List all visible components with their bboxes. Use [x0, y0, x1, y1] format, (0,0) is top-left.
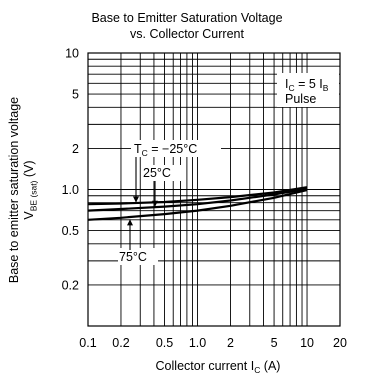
annotation-tc-25: TC = −25°C: [134, 142, 197, 158]
plot-frame: [87, 52, 341, 327]
series-line-1: [87, 187, 308, 212]
y-tick-label: 1.0: [62, 183, 79, 197]
series-line-0: [87, 186, 308, 206]
y-tick-label: 10: [65, 47, 79, 61]
series-line-2: [87, 189, 308, 221]
y-tick-label: 2: [72, 142, 79, 156]
arrow-minus25-head: [133, 196, 139, 203]
condition-box: [277, 73, 339, 107]
y-tick-label: 0.2: [62, 278, 79, 292]
x-tick-label: 20: [333, 336, 347, 350]
x-tick-label: 10: [300, 336, 314, 350]
x-tick-label: 0.5: [156, 336, 173, 350]
y-tick-label: 0.5: [62, 224, 79, 238]
annotation-box: [118, 248, 158, 265]
annotation-75c: 75°C: [119, 250, 147, 264]
x-tick-label: 2: [227, 336, 234, 350]
arrow-75-head: [127, 219, 133, 226]
arrow-25-head: [152, 200, 158, 207]
x-tick-label: 5: [271, 336, 278, 350]
condition-pulse-text: Pulse: [285, 92, 316, 106]
x-axis-label: Collector current IC (A): [156, 359, 281, 375]
chart-subtitle: vs. Collector Current: [130, 27, 244, 41]
annotation-box: [141, 165, 183, 181]
y-tick-label: 5: [72, 88, 79, 102]
x-tick-label: 0.2: [112, 336, 129, 350]
annotation-box: [131, 140, 221, 157]
condition-text: IC = 5 IB: [285, 77, 329, 93]
x-tick-label: 1.0: [189, 336, 206, 350]
chart-title: Base to Emitter Saturation Voltage: [91, 11, 283, 25]
annotation-25c: 25°C: [143, 166, 171, 180]
x-tick-label: 0.1: [79, 336, 96, 350]
